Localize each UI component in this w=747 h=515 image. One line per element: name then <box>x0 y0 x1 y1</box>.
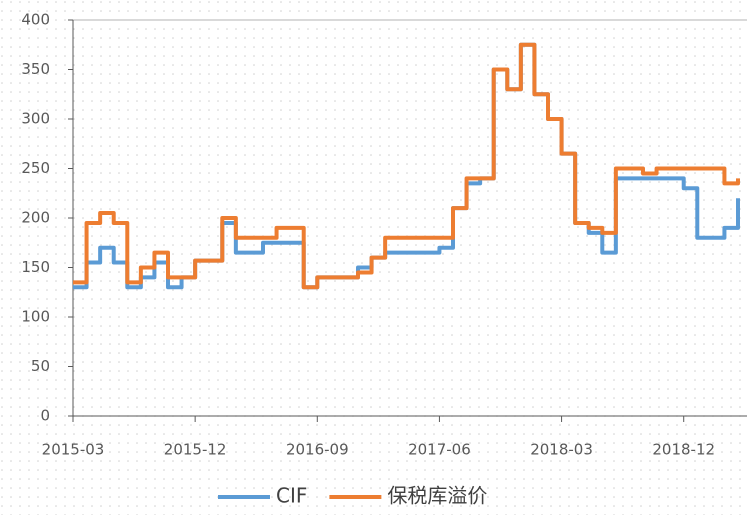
series-line <box>73 42 740 290</box>
y-tick-label: 300 <box>21 110 50 128</box>
x-tick-label: 2016-09 <box>286 441 349 459</box>
legend-label: 保税库溢价 <box>387 484 487 508</box>
y-tick-label: 350 <box>21 60 50 78</box>
y-tick-label: 100 <box>21 308 50 326</box>
x-tick-label: 2018-03 <box>530 441 593 459</box>
y-tick-label: 200 <box>21 209 50 227</box>
x-tick-label: 2018-12 <box>652 441 715 459</box>
y-tick-label: 400 <box>21 11 50 29</box>
y-tick-label: 50 <box>31 357 50 375</box>
series-line <box>73 42 740 290</box>
legend-label: CIF <box>276 484 307 508</box>
x-tick-label: 2015-12 <box>164 441 227 459</box>
x-tick-label: 2015-03 <box>42 441 105 459</box>
y-tick-label: 0 <box>40 407 50 425</box>
x-tick-label: 2017-06 <box>408 441 471 459</box>
y-tick-label: 250 <box>21 159 50 177</box>
y-tick-label: 150 <box>21 258 50 276</box>
